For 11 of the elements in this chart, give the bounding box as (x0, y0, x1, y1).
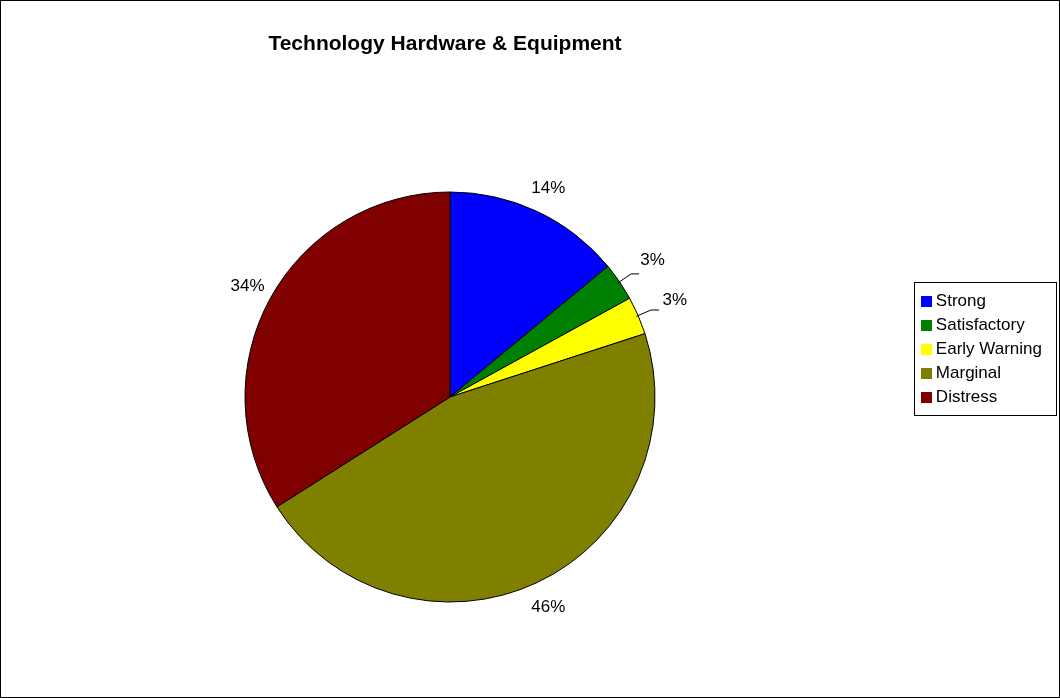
data-label: 14% (531, 178, 566, 198)
chart-title: Technology Hardware & Equipment (267, 31, 623, 55)
legend-label: Marginal (935, 363, 1002, 382)
data-label: 3% (640, 249, 665, 269)
legend-label: Early Warning (935, 339, 1042, 358)
data-label: 3% (662, 290, 688, 310)
legend-label: Distress (935, 387, 998, 406)
data-label: 34% (230, 276, 265, 296)
data-label: 46% (531, 596, 566, 616)
legend-label: Satisfactory (935, 315, 1025, 334)
legend-label: Strong (935, 291, 986, 310)
